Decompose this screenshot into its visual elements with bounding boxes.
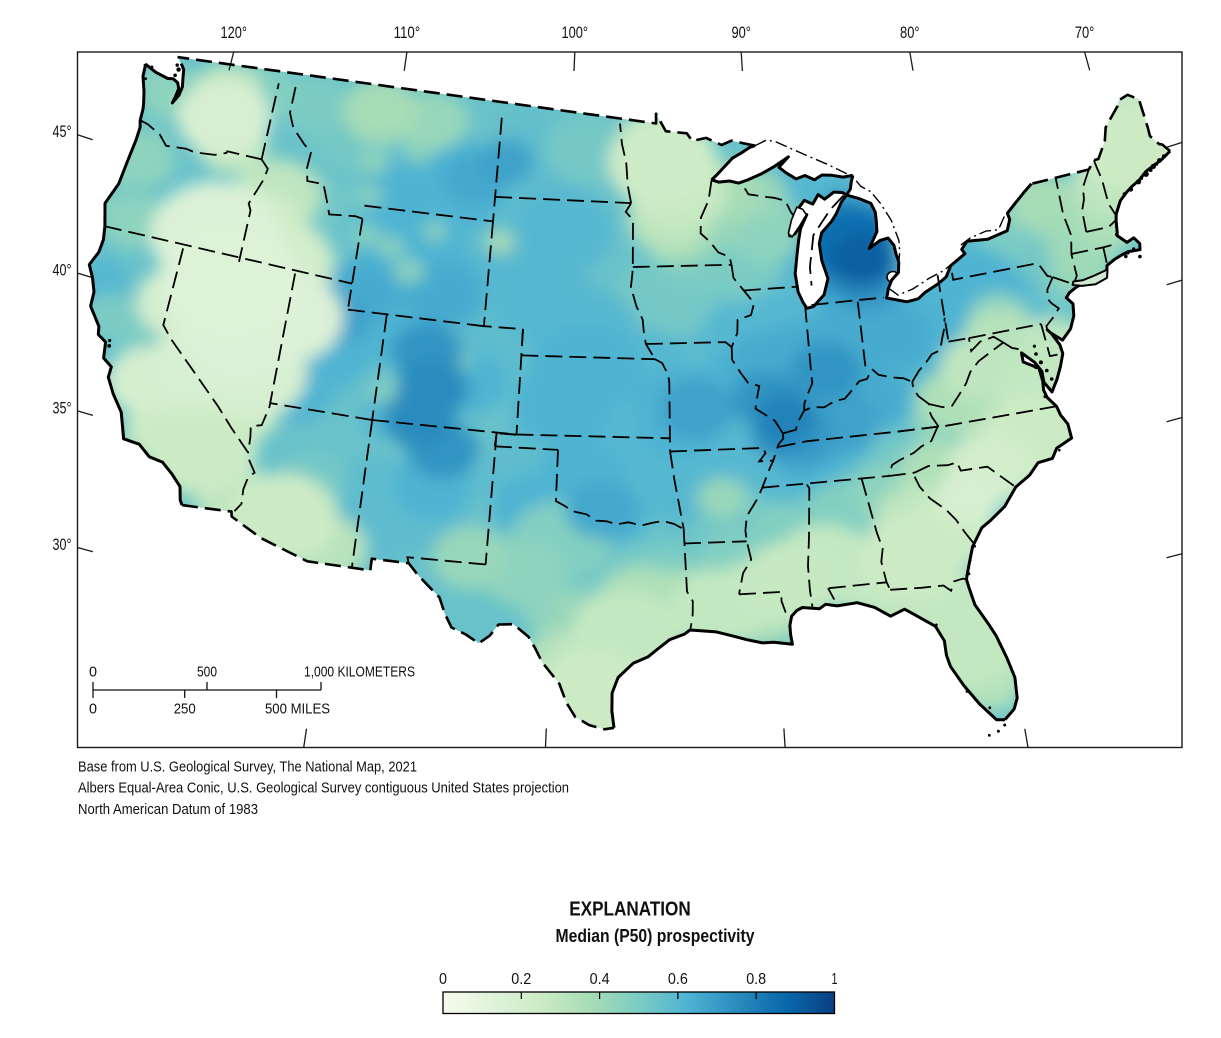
svg-text:1: 1: [832, 971, 838, 988]
svg-text:70°: 70°: [1075, 24, 1095, 42]
svg-text:90°: 90°: [731, 24, 751, 42]
svg-text:80°: 80°: [900, 24, 920, 42]
svg-text:0: 0: [89, 701, 97, 718]
svg-text:45°: 45°: [53, 123, 72, 141]
svg-text:30°: 30°: [53, 536, 72, 554]
svg-text:120°: 120°: [220, 24, 247, 42]
svg-text:110°: 110°: [394, 24, 421, 42]
svg-text:0.4: 0.4: [590, 971, 610, 988]
svg-text:250: 250: [174, 701, 196, 718]
svg-text:Base from U.S. Geological Surv: Base from U.S. Geological Survey, The Na…: [78, 759, 417, 776]
svg-text:1,000 KILOMETERS: 1,000 KILOMETERS: [304, 664, 415, 681]
svg-text:500 MILES: 500 MILES: [265, 701, 330, 718]
svg-text:0.2: 0.2: [511, 971, 531, 988]
svg-text:Albers Equal-Area Conic, U.S.: Albers Equal-Area Conic, U.S. Geological…: [78, 780, 569, 797]
svg-text:North American Datum of 1983: North American Datum of 1983: [78, 801, 258, 818]
svg-text:500: 500: [197, 664, 217, 681]
svg-text:0.6: 0.6: [668, 971, 688, 988]
svg-text:0: 0: [89, 664, 97, 681]
svg-text:0: 0: [439, 971, 447, 988]
svg-text:100°: 100°: [562, 24, 589, 42]
svg-text:40°: 40°: [53, 262, 72, 280]
svg-text:EXPLANATION: EXPLANATION: [569, 898, 691, 921]
svg-text:35°: 35°: [53, 399, 72, 417]
svg-text:0.8: 0.8: [746, 971, 766, 988]
svg-text:Median (P50) prospectivity: Median (P50) prospectivity: [556, 926, 755, 946]
